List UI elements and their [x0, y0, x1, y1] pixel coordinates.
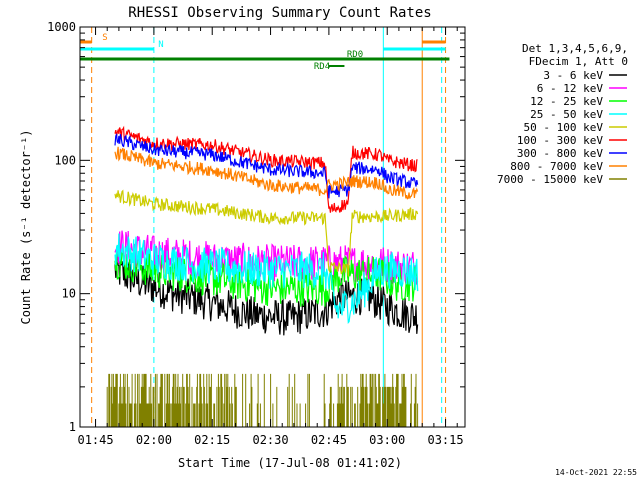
x-tick-label-2: 02:15 — [194, 433, 230, 447]
legend-label-8: 7000 - 15000 keV — [497, 173, 603, 186]
footer-date: 14-Oct-2021 22:55 — [555, 468, 637, 477]
vertical-markers — [91, 27, 447, 427]
series-line-300-800-kev — [114, 132, 419, 199]
series-line-50-100-kev — [114, 189, 419, 277]
legend: Det 1,3,4,5,6,9,FDecim 1, Att 03 - 6 keV… — [497, 42, 628, 186]
x-tick-label-4: 02:45 — [311, 433, 347, 447]
flag-label-n: N — [158, 40, 163, 50]
axes: 01:45 02:00 02:15 02:30 02:45 03:00 03:15 1 10 10… — [47, 20, 465, 447]
flag-label-rd4: RD4 — [314, 62, 330, 72]
flag-bars: S N RD0 RD4 — [80, 33, 450, 72]
legend-label-5: 100 - 300 keV — [517, 134, 603, 147]
y-tick-label-0: 1 — [69, 420, 76, 434]
legend-header-line-1: FDecim 1, Att 0 — [529, 55, 628, 68]
legend-label-0: 3 - 6 keV — [543, 69, 603, 82]
legend-label-2: 12 - 25 keV — [530, 95, 603, 108]
x-tick-label-6: 03:15 — [427, 433, 463, 447]
plot-frame — [79, 26, 466, 428]
series-line-800-7000-kev — [114, 146, 419, 200]
x-tick-label-5: 03:00 — [369, 433, 405, 447]
x-tick-label-0: 01:45 — [77, 433, 113, 447]
flag-label-s: S — [102, 33, 107, 43]
series-line-6-12-kev — [114, 230, 419, 285]
y-tick-label-3: 1000 — [47, 20, 76, 34]
x-axis-label: Start Time (17-Jul-08 01:41:02) — [178, 456, 402, 470]
flag-label-rd0: RD0 — [347, 50, 363, 60]
series-line-7000-15000-kev — [106, 373, 419, 427]
chart-title: RHESSI Observing Summary Count Rates — [128, 5, 431, 21]
legend-label-3: 25 - 50 keV — [530, 108, 603, 121]
y-axis-label: Count Rate (s⁻¹ detector⁻¹) — [19, 129, 33, 324]
legend-label-4: 50 - 100 keV — [524, 121, 604, 134]
series-line-25-50-kev — [114, 233, 419, 324]
y-tick-label-2: 100 — [54, 153, 76, 167]
legend-label-6: 300 - 800 keV — [517, 147, 603, 160]
legend-label-1: 6 - 12 keV — [537, 82, 604, 95]
x-tick-label-1: 02:00 — [136, 433, 172, 447]
series-line-12-25-kev — [114, 248, 419, 307]
data-series — [106, 125, 419, 427]
legend-label-7: 800 - 7000 keV — [510, 160, 603, 173]
legend-header-line-0: Det 1,3,4,5,6,9, — [522, 42, 628, 55]
x-tick-label-3: 02:30 — [252, 433, 288, 447]
y-tick-label-1: 10 — [62, 287, 76, 301]
